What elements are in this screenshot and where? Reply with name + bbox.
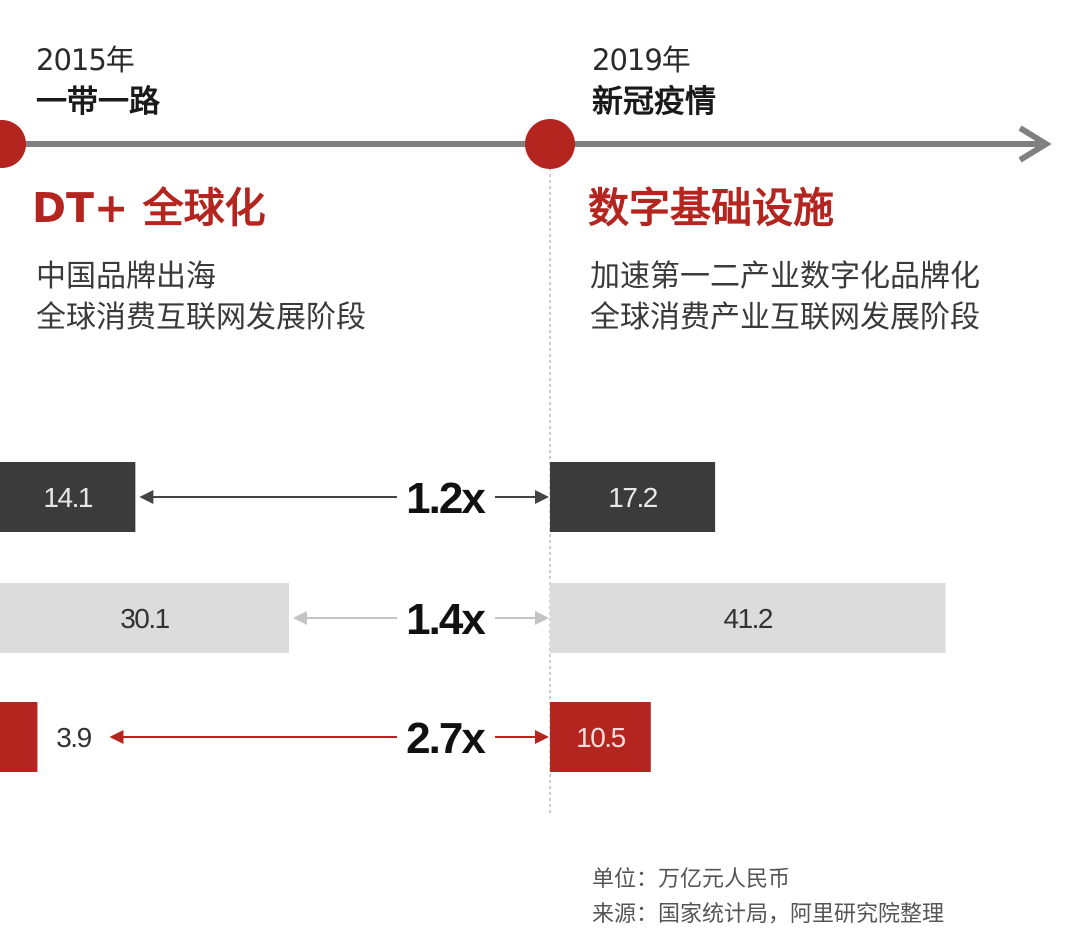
bar-2015-series-2: [0, 583, 289, 653]
phase-desc-2015-line2: 全球消费互联网发展阶段: [36, 300, 366, 335]
value-label-2019-series-1: 17.2: [608, 482, 657, 513]
unit-note: 单位：万亿元人民币: [592, 867, 790, 892]
arrow-right-icon: [535, 730, 549, 744]
growth-multiplier-series-1: 1.2x: [406, 474, 486, 523]
arrow-right-icon: [535, 611, 549, 625]
phase-title-2019: 数字基础设施: [588, 184, 834, 232]
arrow-left-icon: [292, 611, 307, 625]
growth-multiplier-series-2: 1.4x: [406, 595, 486, 644]
value-label-2015-series-1: 14.1: [43, 482, 92, 513]
value-label-2015-series-2: 30.1: [120, 603, 169, 634]
source-note: 来源：国家统计局，阿里研究院整理: [592, 902, 944, 927]
timeline-marker-2019: [525, 119, 575, 169]
bar-2019-series-3: [550, 702, 651, 772]
bar-2019-series-1: [550, 462, 716, 532]
growth-multiplier-series-3: 2.7x: [406, 714, 486, 763]
phase-desc-2019-line1: 加速第一二产业数字化品牌化: [590, 259, 980, 294]
phase-desc-2015-line1: 中国品牌出海: [36, 259, 216, 294]
phase-title-2015: DT+ 全球化: [32, 184, 266, 232]
value-label-2019-series-2: 41.2: [724, 603, 773, 634]
value-label-2015-series-3: 3.9: [56, 722, 91, 753]
year-label-2015: 2015年: [36, 43, 134, 77]
timeline-arrowhead-icon: [1018, 125, 1052, 163]
bar-group: 14.1 17.2 1.2x 30.1 41.2 1.4x 3.9 10.5 2.7x: [0, 462, 946, 772]
value-label-2019-series-3: 10.5: [576, 722, 625, 753]
event-label-2015: 一带一路: [36, 84, 161, 120]
timeline-marker-2015: [0, 120, 26, 168]
phase-desc-2019-line2: 全球消费产业互联网发展阶段: [590, 300, 980, 335]
bar-2015-series-3: [0, 702, 38, 772]
arrow-right-icon: [535, 490, 549, 504]
arrow-left-icon: [139, 490, 154, 504]
year-label-2019: 2019年: [592, 43, 690, 77]
bar-2019-series-2: [550, 583, 946, 653]
bar-2015-series-1: [0, 462, 136, 532]
event-label-2019: 新冠疫情: [592, 84, 716, 120]
arrow-left-icon: [109, 730, 124, 744]
